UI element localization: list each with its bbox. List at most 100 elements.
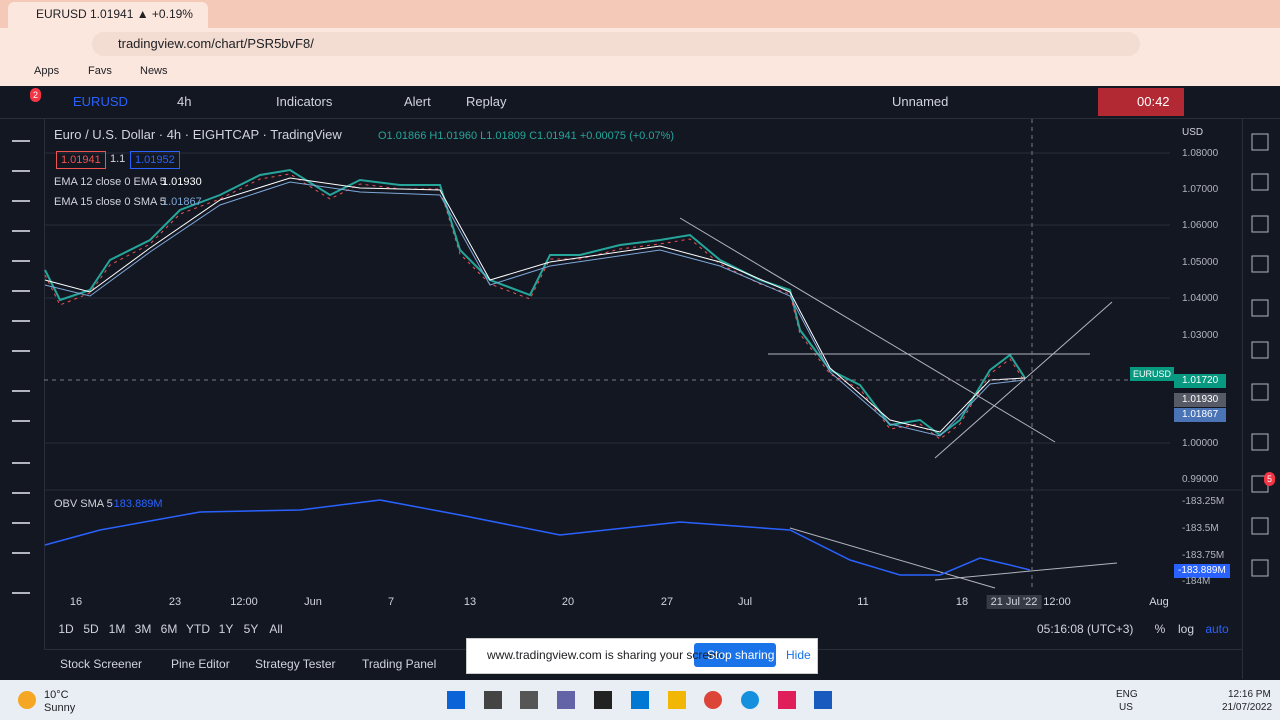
- language[interactable]: ENG: [1116, 689, 1138, 700]
- price-label: 1.08000: [1182, 148, 1219, 159]
- bottom-tab[interactable]: Stock Screener: [60, 657, 143, 671]
- hide-button[interactable]: Hide: [786, 648, 811, 662]
- currency[interactable]: USD: [1182, 127, 1204, 138]
- indicators-button[interactable]: Indicators: [276, 94, 333, 109]
- weather: Sunny: [44, 702, 76, 714]
- region[interactable]: US: [1119, 702, 1133, 713]
- ema-value: 1.01930: [162, 176, 202, 188]
- range-button[interactable]: 5D: [83, 622, 99, 636]
- left-toolbar: [0, 119, 45, 649]
- bookmark[interactable]: Apps: [34, 65, 60, 77]
- price-label: 1.07000: [1182, 184, 1219, 195]
- obv-line: [44, 499, 1031, 576]
- range-button[interactable]: YTD: [186, 622, 210, 636]
- chart-title: Euro / U.S. Dollar · 4h · EIGHTCAP · Tra…: [54, 127, 342, 142]
- tab-title[interactable]: EURUSD 1.01941 ▲ +0.19%: [36, 7, 193, 21]
- clock: 05:16:08 (UTC+3): [1037, 622, 1134, 636]
- time-label: 18: [955, 596, 969, 608]
- sma-legend: EMA 15 close 0 SMA 5: [54, 196, 166, 208]
- browser-tab[interactable]: [8, 2, 208, 28]
- time-label: 12:00: [1043, 596, 1071, 608]
- range-button[interactable]: 1Y: [218, 622, 234, 636]
- time-label: 27: [660, 596, 674, 608]
- layout-name[interactable]: Unnamed: [892, 94, 949, 109]
- scale-option[interactable]: auto: [1205, 622, 1229, 636]
- range-button[interactable]: 5Y: [243, 622, 259, 636]
- replay-button[interactable]: Replay: [466, 94, 507, 109]
- stop-sharing[interactable]: Stop sharing: [707, 648, 775, 662]
- grid: [44, 152, 1170, 444]
- left-tool-icons: [12, 140, 30, 594]
- date[interactable]: 21/07/2022: [1222, 702, 1273, 713]
- ask[interactable]: 1.01952: [130, 151, 180, 169]
- bookmark[interactable]: News: [140, 65, 168, 77]
- taskbar-icons: [18, 691, 832, 709]
- range-button[interactable]: 1D: [58, 622, 74, 636]
- alert-button[interactable]: Alert: [404, 94, 431, 109]
- bottom-tab[interactable]: Pine Editor: [171, 657, 230, 671]
- right-sidebar-icons: [1251, 133, 1269, 577]
- address-bar[interactable]: [92, 32, 1140, 56]
- record-area[interactable]: [1098, 88, 1184, 116]
- time-label: 16: [69, 596, 83, 608]
- price-tag: 1.01720: [1174, 374, 1227, 388]
- bid[interactable]: 1.01941: [56, 151, 106, 169]
- sma-value: 1.01867: [162, 196, 202, 208]
- record-timer: 00:42: [1137, 94, 1170, 109]
- browser-tabbar: [0, 0, 1280, 28]
- obv-label: -183.889M: [1174, 564, 1230, 578]
- bottom-tab[interactable]: Strategy Tester: [255, 657, 336, 671]
- time-label: Aug: [1149, 596, 1169, 608]
- badge: 2: [30, 88, 42, 102]
- sma-line: [44, 181, 1026, 437]
- range-button[interactable]: 3M: [134, 622, 152, 636]
- time-label: 11: [857, 596, 869, 608]
- bookmark[interactable]: Favs: [88, 65, 112, 77]
- scale-option[interactable]: log: [1177, 622, 1195, 636]
- symbol-tag: EURUSD: [1130, 367, 1175, 381]
- obv-label: -184M: [1182, 576, 1211, 587]
- range-button[interactable]: All: [269, 622, 283, 636]
- time-label: Jun: [304, 596, 322, 608]
- range-button[interactable]: 1M: [108, 622, 126, 636]
- scale-option[interactable]: %: [1154, 622, 1166, 636]
- ohlc: O1.01866 H1.01960 L1.01809 C1.01941 +0.0…: [378, 130, 675, 142]
- price-label: 1.00000: [1182, 438, 1219, 449]
- sma-tag: 1.01867: [1174, 408, 1227, 422]
- price-label: 0.99000: [1182, 474, 1219, 485]
- stop-sharing-button[interactable]: [694, 643, 776, 667]
- price-label: 1.04000: [1182, 293, 1219, 304]
- obv-legend: OBV SMA 5: [54, 498, 113, 510]
- time[interactable]: 12:16 PM: [1228, 689, 1271, 700]
- sidebar-badge: 5: [1264, 472, 1276, 486]
- obv-label: -183.25M: [1182, 496, 1225, 507]
- tv-toolbar: [0, 86, 1280, 119]
- time-label: Jul: [737, 596, 753, 608]
- obv-value: -183.889M: [110, 498, 163, 510]
- time-label: 13: [463, 596, 477, 608]
- temperature: 10°C: [44, 689, 69, 701]
- price-line-red: [44, 173, 1026, 440]
- time-label: 23: [168, 596, 182, 608]
- share-message: www.tradingview.com is sharing your scre…: [487, 648, 726, 662]
- time-label: 21 Jul '22: [986, 595, 1042, 609]
- url[interactable]: tradingview.com/chart/PSR5bvF8/: [118, 36, 314, 51]
- range-button[interactable]: 6M: [160, 622, 178, 636]
- ema-line: [44, 177, 1026, 433]
- symbol[interactable]: EURUSD: [73, 94, 128, 109]
- bottom-tab[interactable]: Trading Panel: [362, 657, 437, 671]
- price-line: [44, 168, 1026, 437]
- spread: 1.1: [110, 153, 126, 165]
- price-label: 1.05000: [1182, 257, 1219, 268]
- price-label: 1.06000: [1182, 220, 1219, 231]
- obv-label: -183.5M: [1182, 523, 1219, 534]
- time-label: 12:00: [230, 596, 258, 608]
- crosshair: [44, 119, 1170, 590]
- price-label: 1.03000: [1182, 330, 1219, 341]
- time-label: 20: [561, 596, 575, 608]
- ema-legend: EMA 12 close 0 EMA 5: [54, 176, 166, 188]
- interval[interactable]: 4h: [177, 94, 192, 109]
- time-label: 7: [387, 596, 395, 608]
